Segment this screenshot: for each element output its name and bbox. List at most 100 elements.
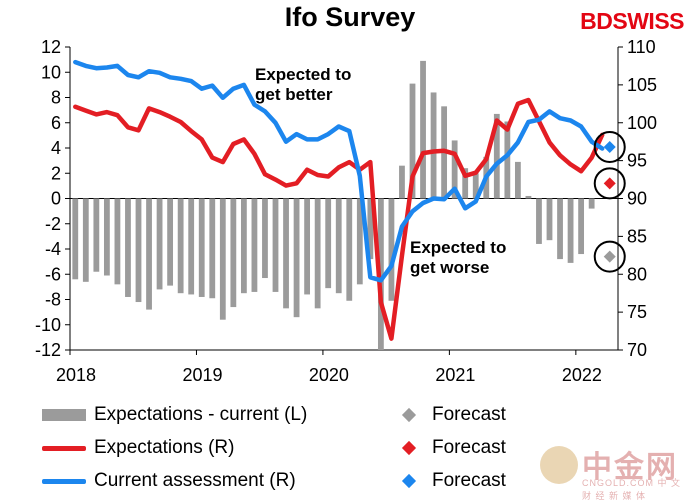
bar-expectations-current	[283, 198, 289, 309]
bar-expectations-current	[314, 198, 321, 309]
x-tick-label: 2020	[309, 365, 349, 385]
bar-expectations-current	[367, 198, 374, 260]
right-tick-label: 110	[627, 37, 656, 57]
left-tick-label: 0	[51, 189, 61, 209]
left-tick-label: 12	[41, 37, 61, 57]
left-tick-label: -12	[35, 340, 61, 360]
legend-bars-swatch	[42, 409, 86, 421]
bar-expectations-current	[125, 198, 131, 297]
cngold-watermark: 中金网 CNGOLD.COM 中 文 财 经 新 媒 体	[540, 442, 690, 501]
bar-expectations-current	[230, 198, 237, 308]
bar-expectations-current	[146, 198, 152, 310]
left-tick-label: -6	[45, 264, 61, 284]
bar-expectations-current	[346, 198, 353, 301]
forecast-bar-marker-circle	[593, 240, 626, 273]
forecast-bar-marker	[603, 250, 616, 263]
bar-expectations-current	[588, 198, 595, 209]
bar-expectations-current	[156, 198, 163, 290]
bar-expectations-current	[451, 140, 458, 199]
left-tick-label: 8	[51, 88, 61, 108]
bar-expectations-current	[514, 161, 521, 199]
right-tick-label: 75	[627, 302, 647, 322]
bar-expectations-current	[82, 198, 89, 282]
legend: Expectations - current (L) Expectations …	[30, 400, 530, 496]
bar-expectations-current	[356, 198, 363, 285]
cngold-logo-icon	[540, 446, 578, 484]
bar-expectations-current	[536, 198, 542, 244]
bar-expectations-current	[567, 198, 574, 263]
legend-bars: Expectations - current (L)	[42, 400, 307, 430]
bar-expectations-current	[304, 198, 311, 295]
legend-forecast-bars: Forecast	[400, 400, 506, 430]
right-tick-label: 80	[627, 264, 647, 284]
legend-expectations: Expectations (R)	[42, 433, 234, 463]
bar-expectations-current	[578, 198, 585, 255]
bar-expectations-current	[251, 198, 258, 292]
bar-expectations-current	[504, 121, 511, 199]
left-tick-label: 6	[51, 113, 61, 133]
bar-expectations-current	[72, 198, 79, 280]
forecast-expectations-marker-circle	[593, 167, 626, 200]
forecast-expectations-marker	[603, 177, 616, 190]
left-tick-label: 4	[51, 138, 61, 158]
bar-expectations-current	[409, 83, 416, 199]
left-tick-label: 2	[51, 163, 61, 183]
bar-expectations-current	[93, 198, 100, 272]
bar-expectations-current	[388, 198, 395, 301]
legend-forecast-current: Forecast	[400, 466, 506, 496]
legend-expectations-label: Expectations (R)	[94, 437, 235, 458]
bar-expectations-current	[272, 198, 279, 292]
legend-forecast-expectations: Forecast	[400, 433, 506, 463]
legend-forecast-expectations-diamond	[401, 440, 417, 456]
bar-expectations-current	[335, 198, 342, 294]
left-tick-label: -2	[45, 214, 61, 234]
bar-expectations-current	[493, 113, 500, 199]
bar-expectations-current	[167, 198, 174, 286]
bar-expectations-current	[135, 198, 142, 303]
bar-expectations-current	[399, 165, 405, 199]
bar-expectations-current	[198, 198, 205, 297]
bar-expectations-current	[209, 198, 216, 299]
legend-forecast-current-diamond	[401, 473, 417, 489]
bar-expectations-current	[240, 198, 247, 294]
legend-forecast-current-label: Forecast	[432, 470, 506, 491]
x-tick-label: 2022	[562, 365, 602, 385]
bar-expectations-current	[462, 168, 469, 199]
bar-expectations-current	[219, 198, 226, 320]
x-tick-label: 2018	[56, 365, 96, 385]
right-tick-label: 85	[627, 226, 647, 246]
bar-expectations-current	[325, 198, 332, 289]
left-tick-label: -4	[45, 239, 61, 259]
x-tick-label: 2019	[182, 365, 222, 385]
bdswiss-logo: BDSWISS	[580, 8, 684, 34]
left-tick-label: 10	[41, 62, 61, 82]
bar-expectations-current	[177, 198, 184, 294]
forecast-current-marker	[603, 140, 616, 153]
bar-expectations-current	[188, 198, 195, 295]
bar-expectations-current	[546, 198, 553, 241]
right-tick-label: 100	[627, 113, 657, 133]
right-tick-label: 105	[627, 75, 657, 95]
right-tick-label: 95	[627, 151, 647, 171]
legend-forecast-bars-label: Forecast	[432, 404, 506, 425]
left-tick-label: -10	[35, 315, 61, 335]
legend-current-swatch	[42, 478, 86, 484]
bar-expectations-current	[557, 198, 563, 260]
legend-forecast-expectations-label: Forecast	[432, 437, 506, 458]
bar-expectations-current	[114, 198, 121, 285]
line-expectations	[73, 97, 605, 341]
legend-current-label: Current assessment (R)	[94, 470, 296, 491]
legend-bars-label: Expectations - current (L)	[94, 404, 308, 425]
bar-expectations-current	[525, 195, 532, 199]
annotation-worse: Expected to get worse	[410, 238, 507, 277]
bar-expectations-current	[430, 92, 437, 199]
right-tick-label: 70	[627, 340, 647, 360]
chart-title: Ifo Survey	[284, 2, 416, 32]
annotation-better: Expected to get better	[255, 65, 352, 104]
legend-expectations-swatch	[42, 445, 86, 451]
bar-expectations-current	[420, 60, 426, 199]
right-tick-label: 90	[627, 189, 647, 209]
forecast-current-marker-circle	[593, 130, 626, 163]
left-tick-label: -8	[45, 290, 61, 310]
